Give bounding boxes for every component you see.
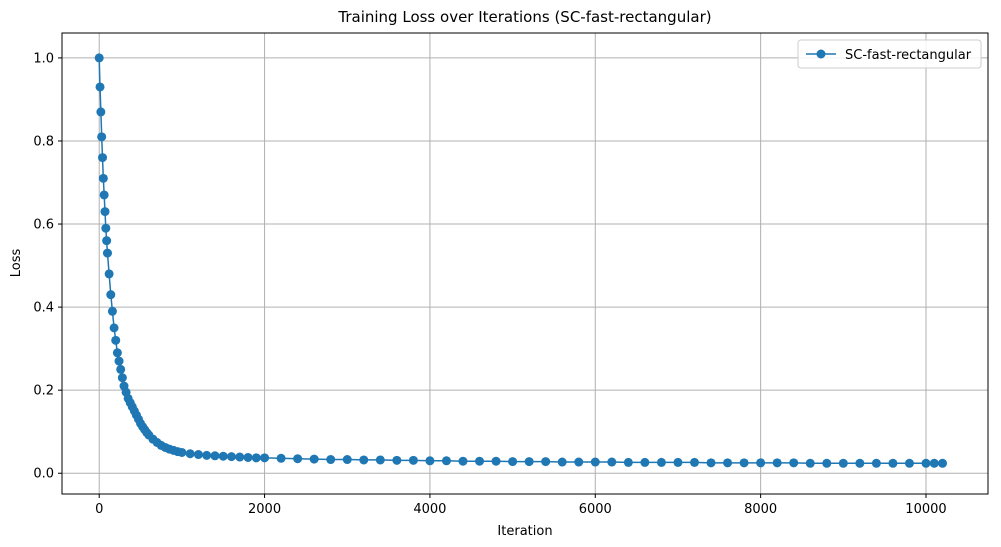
data-point [739, 458, 749, 468]
data-point [929, 458, 939, 468]
data-point [475, 456, 485, 466]
chart-title: Training Loss over Iterations (SC-fast-r… [337, 8, 711, 26]
data-point [590, 457, 600, 467]
data-point [260, 453, 270, 463]
data-point [326, 455, 336, 465]
data-point [202, 450, 212, 460]
data-point [938, 458, 948, 468]
data-point [359, 455, 369, 465]
plot-frame [61, 32, 989, 495]
data-series [94, 53, 948, 468]
data-point [789, 458, 799, 468]
data-point [392, 455, 402, 465]
y-axis-label: Loss [9, 249, 24, 278]
data-point [689, 457, 699, 467]
data-point [772, 458, 782, 468]
data-point [177, 447, 187, 457]
legend-marker-swatch [816, 49, 826, 59]
x-tick-label: 8000 [744, 502, 777, 517]
x-tick-label: 2000 [248, 502, 281, 517]
data-point [109, 323, 119, 333]
series-line [98, 57, 943, 465]
data-point [95, 82, 105, 92]
data-point [541, 457, 551, 467]
data-point [218, 451, 228, 461]
data-point [98, 173, 108, 183]
data-point [425, 456, 435, 466]
x-tick-label: 6000 [579, 502, 612, 517]
data-point [116, 364, 126, 374]
data-point [723, 458, 733, 468]
data-point [342, 455, 352, 465]
data-point [117, 373, 127, 383]
data-point [94, 53, 104, 63]
data-point [871, 458, 881, 468]
data-point [97, 132, 107, 142]
data-point [99, 190, 109, 200]
data-point [114, 356, 124, 366]
axis-ticks: 0 2000 4000 6000 8000 10000 0.0 0.2 0.4 0.6 0.8 1.0 [33, 51, 946, 517]
grid-lines [62, 33, 988, 494]
data-point [524, 457, 534, 467]
legend: SC-fast-rectangular [797, 39, 982, 69]
data-point [673, 457, 683, 467]
x-tick-label: 0 [95, 502, 103, 517]
data-point [101, 223, 111, 233]
data-point [805, 458, 815, 468]
data-point [756, 458, 766, 468]
data-point [656, 457, 666, 467]
data-point [640, 457, 650, 467]
legend-box [797, 39, 982, 69]
data-point [276, 453, 286, 463]
data-point [607, 457, 617, 467]
data-point [193, 450, 203, 460]
data-point [106, 290, 116, 300]
y-tick-label: 1.0 [33, 51, 54, 66]
data-point [491, 456, 501, 466]
data-point [235, 452, 245, 462]
data-point [112, 348, 122, 358]
data-point [838, 458, 848, 468]
y-tick-label: 0.6 [33, 218, 54, 233]
data-point [111, 335, 121, 345]
data-point [293, 454, 303, 464]
data-point [100, 207, 110, 217]
y-tick-label: 0.8 [33, 134, 54, 149]
y-tick-label: 0.0 [33, 467, 54, 482]
data-point [623, 457, 633, 467]
data-point [855, 458, 865, 468]
data-point [102, 236, 112, 246]
data-point [557, 457, 567, 467]
data-point [375, 455, 385, 465]
data-point [243, 452, 253, 462]
data-point [102, 248, 112, 258]
data-point [210, 451, 220, 461]
data-point [104, 269, 114, 279]
data-point [185, 449, 195, 459]
data-point [408, 455, 418, 465]
data-point [251, 453, 261, 463]
y-tick-label: 0.4 [33, 301, 54, 316]
data-point [96, 107, 106, 117]
data-point [441, 456, 451, 466]
x-tick-label: 4000 [413, 502, 446, 517]
data-point [226, 452, 236, 462]
data-point [706, 458, 716, 468]
x-axis-label: Iteration [497, 524, 552, 539]
data-point [309, 454, 319, 464]
data-point [822, 458, 832, 468]
x-tick-label: 10000 [905, 502, 946, 517]
y-tick-label: 0.2 [33, 384, 54, 399]
data-point [888, 458, 898, 468]
data-point [107, 306, 117, 316]
data-point [508, 457, 518, 467]
data-point [98, 153, 108, 163]
data-point [921, 458, 931, 468]
data-point [458, 456, 468, 466]
legend-label: SC-fast-rectangular [845, 48, 972, 63]
data-point [904, 458, 914, 468]
data-point [574, 457, 584, 467]
